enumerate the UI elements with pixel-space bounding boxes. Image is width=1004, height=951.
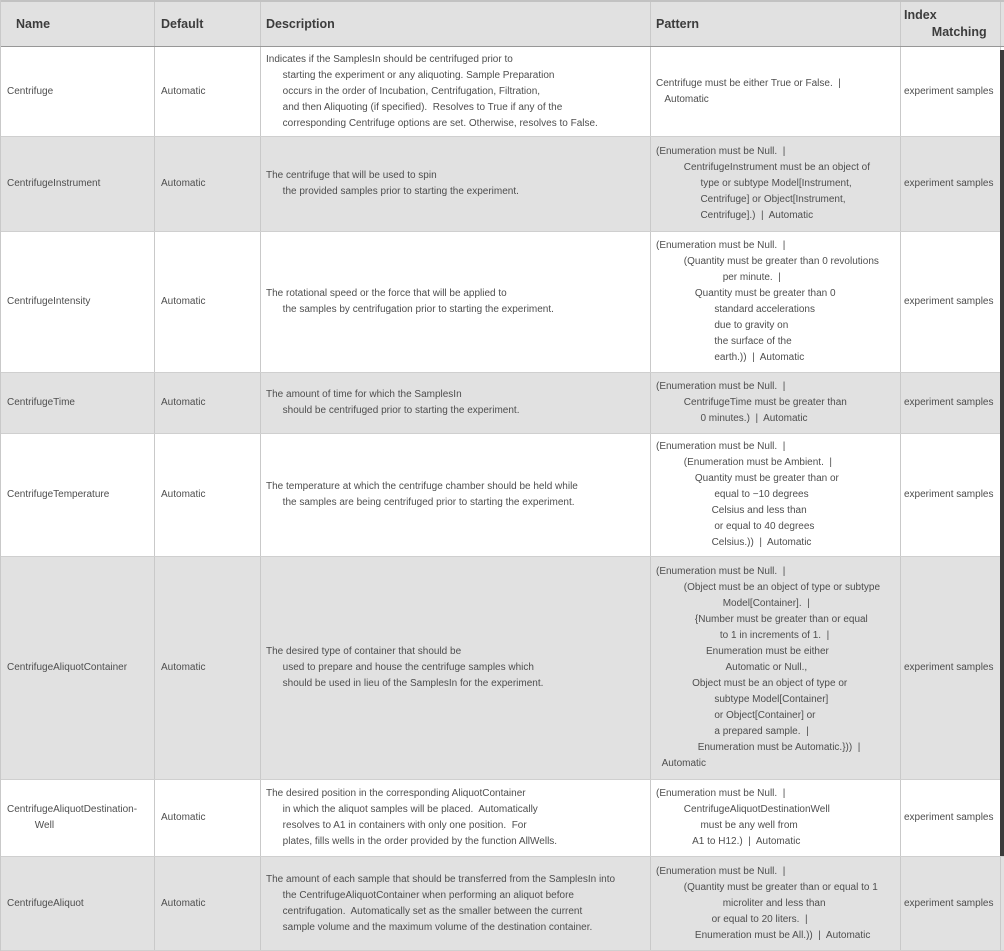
default-cell: Automatic bbox=[155, 373, 261, 433]
name-cell: CentrifugeAliquotContainer bbox=[1, 557, 155, 779]
index-matching-cell: experiment samples bbox=[901, 373, 1004, 433]
name-cell: CentrifugeTime bbox=[1, 373, 155, 433]
default-cell: Automatic bbox=[155, 434, 261, 556]
index-matching-cell: experiment samples bbox=[901, 780, 1004, 856]
description-cell: Indicates if the SamplesIn should be cen… bbox=[261, 47, 651, 136]
name-cell: CentrifugeAliquot bbox=[1, 857, 155, 950]
pattern-cell: (Enumeration must be Null. | (Enumeratio… bbox=[651, 434, 901, 556]
description-cell: The amount of time for which the Samples… bbox=[261, 373, 651, 433]
pattern-cell: (Enumeration must be Null. | (Object mus… bbox=[651, 557, 901, 779]
name-cell: CentrifugeInstrument bbox=[1, 137, 155, 231]
table-row: CentrifugeTemperature Automatic The temp… bbox=[1, 434, 1004, 557]
table-row: CentrifugeAliquotDestination- Well Autom… bbox=[1, 780, 1004, 857]
table-row: CentrifugeTime Automatic The amount of t… bbox=[1, 373, 1004, 434]
index-matching-cell: experiment samples bbox=[901, 557, 1004, 779]
table-row: CentrifugeInstrument Automatic The centr… bbox=[1, 137, 1004, 232]
index-matching-cell: experiment samples bbox=[901, 47, 1004, 136]
description-cell: The temperature at which the centrifuge … bbox=[261, 434, 651, 556]
table-header-row: Name Default Description Pattern Index M… bbox=[1, 0, 1004, 47]
description-cell: The centrifuge that will be used to spin… bbox=[261, 137, 651, 231]
index-matching-cell: experiment samples bbox=[901, 137, 1004, 231]
default-cell: Automatic bbox=[155, 137, 261, 231]
pattern-cell: (Enumeration must be Null. | CentrifugeT… bbox=[651, 373, 901, 433]
index-matching-cell: experiment samples bbox=[901, 857, 1004, 950]
description-cell: The rotational speed or the force that w… bbox=[261, 232, 651, 372]
pattern-cell: (Enumeration must be Null. | (Quantity m… bbox=[651, 857, 901, 950]
table-row: CentrifugeAliquot Automatic The amount o… bbox=[1, 857, 1004, 951]
index-matching-cell: experiment samples bbox=[901, 434, 1004, 556]
table-row: CentrifugeAliquotContainer Automatic The… bbox=[1, 557, 1004, 780]
table-body: Centrifuge Automatic Indicates if the Sa… bbox=[1, 47, 1004, 951]
pattern-cell: (Enumeration must be Null. | CentrifugeI… bbox=[651, 137, 901, 231]
column-header-description: Description bbox=[261, 2, 651, 46]
pattern-cell: (Enumeration must be Null. | CentrifugeA… bbox=[651, 780, 901, 856]
column-header-pattern: Pattern bbox=[651, 2, 901, 46]
vertical-scrollbar-thumb[interactable] bbox=[1000, 50, 1004, 856]
default-cell: Automatic bbox=[155, 557, 261, 779]
column-header-default: Default bbox=[155, 2, 261, 46]
table-row: CentrifugeIntensity Automatic The rotati… bbox=[1, 232, 1004, 373]
column-header-index-matching: Index Matching bbox=[901, 2, 1004, 46]
column-header-name: Name bbox=[1, 2, 155, 46]
name-cell: CentrifugeIntensity bbox=[1, 232, 155, 372]
table-row: Centrifuge Automatic Indicates if the Sa… bbox=[1, 47, 1004, 137]
name-cell: CentrifugeAliquotDestination- Well bbox=[1, 780, 155, 856]
description-cell: The amount of each sample that should be… bbox=[261, 857, 651, 950]
pattern-cell: (Enumeration must be Null. | (Quantity m… bbox=[651, 232, 901, 372]
default-cell: Automatic bbox=[155, 47, 261, 136]
default-cell: Automatic bbox=[155, 857, 261, 950]
description-cell: The desired type of container that shoul… bbox=[261, 557, 651, 779]
index-matching-cell: experiment samples bbox=[901, 232, 1004, 372]
default-cell: Automatic bbox=[155, 780, 261, 856]
name-cell: Centrifuge bbox=[1, 47, 155, 136]
pattern-cell: Centrifuge must be either True or False.… bbox=[651, 47, 901, 136]
default-cell: Automatic bbox=[155, 232, 261, 372]
description-cell: The desired position in the correspondin… bbox=[261, 780, 651, 856]
name-cell: CentrifugeTemperature bbox=[1, 434, 155, 556]
